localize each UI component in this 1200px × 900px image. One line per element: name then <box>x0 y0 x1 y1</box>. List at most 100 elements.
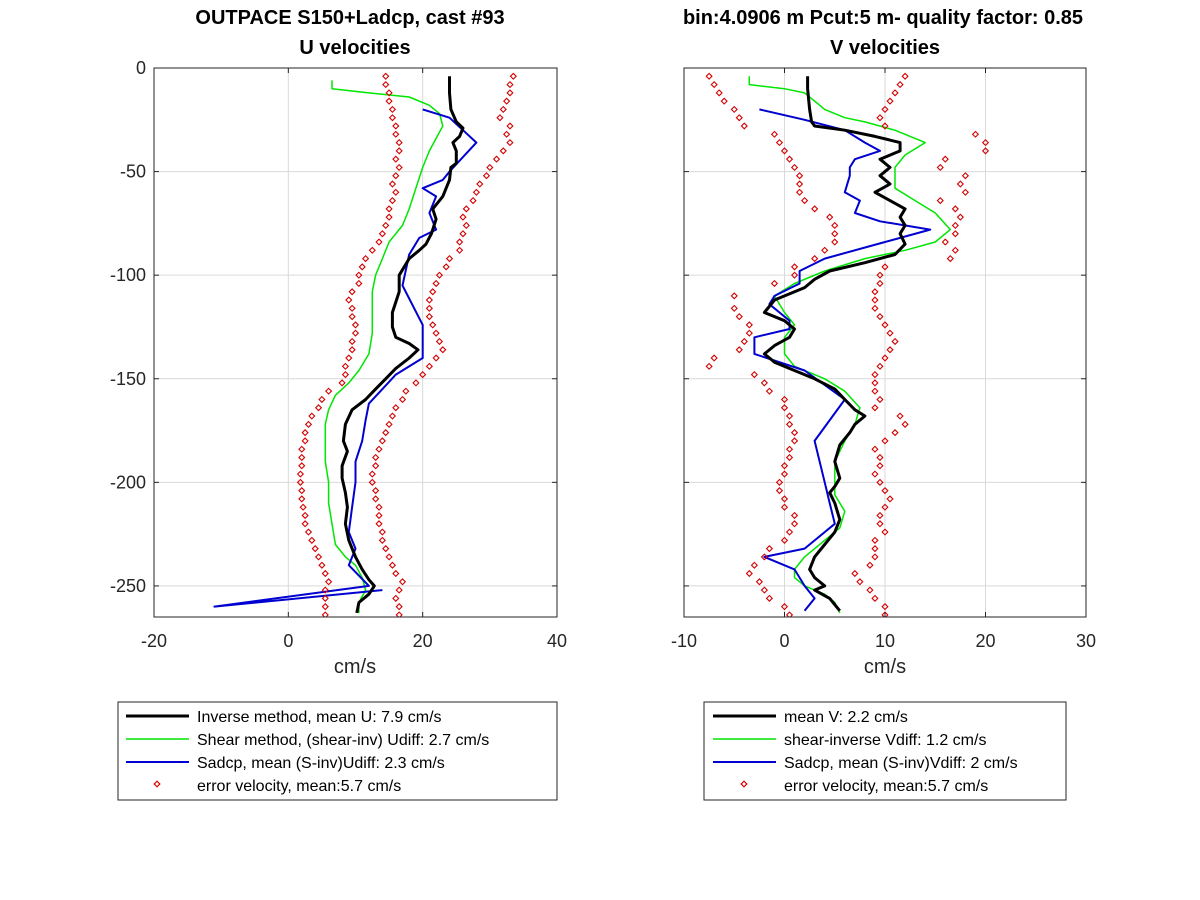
v-error-velocity-marker <box>901 420 909 428</box>
u-error-velocity-marker <box>385 89 393 97</box>
v-error-velocity-marker <box>871 304 879 312</box>
v-error-velocity-marker <box>780 495 789 503</box>
u-error-velocity-marker <box>375 445 383 453</box>
u-error-velocity-marker <box>301 437 309 445</box>
u-error-velocity-marker <box>355 271 363 279</box>
v-error-velocity-marker <box>790 511 799 520</box>
v-chart-title: bin:4.0906 m Pcut:5 m- quality factor: 0… <box>683 7 1083 29</box>
u-error-velocity-marker <box>462 205 470 213</box>
v-error-velocity-marker <box>891 429 899 437</box>
v-series-shear-line <box>748 76 952 614</box>
v-error-velocity-marker <box>891 89 899 97</box>
u-legend-label-shear: Shear method, (shear-inv) Udiff: 2.7 cm/… <box>197 732 489 749</box>
v-error-velocity-marker <box>871 379 879 387</box>
v-error-velocity-marker <box>795 188 804 196</box>
u-x-tick-label: 20 <box>413 631 433 651</box>
v-error-velocity-marker <box>956 180 964 188</box>
v-error-velocity-marker <box>876 478 884 486</box>
u-error-velocity-marker <box>482 172 491 180</box>
v-legend-label-error: error velocity, mean:5.7 cm/s <box>784 778 988 795</box>
v-error-velocity-marker <box>881 263 889 271</box>
v-error-velocity-marker <box>876 395 884 404</box>
u-series-shear-line <box>324 80 444 613</box>
v-error-velocity-marker <box>896 80 904 89</box>
v-error-velocity-marker <box>871 536 879 544</box>
u-error-velocity-marker <box>375 511 383 520</box>
v-error-velocity-marker <box>881 603 889 611</box>
u-error-velocity-marker <box>382 221 390 230</box>
u-x-tick-label: 40 <box>547 631 567 651</box>
v-legend-swatch-error <box>740 780 748 788</box>
u-error-velocity-marker <box>496 114 504 122</box>
u-error-velocity-marker <box>301 511 309 520</box>
v-error-velocity-marker <box>735 312 743 321</box>
v-error-velocity-marker <box>886 495 894 503</box>
u-error-velocity-marker <box>425 362 433 370</box>
v-error-velocity-marker <box>866 561 874 569</box>
u-error-velocity-marker <box>355 279 363 288</box>
u-error-velocity-marker <box>368 478 376 486</box>
v-series-inverse-line <box>762 76 907 612</box>
v-legend-label-sadcp: Sadcp, mean (S-inv)Vdiff: 2 cm/s <box>784 755 1018 772</box>
v-error-velocity-marker <box>785 611 794 617</box>
u-velocity-panel: OUTPACE S150+Ladcp, cast #93 U velocitie… <box>110 7 567 801</box>
u-error-velocity-marker <box>321 569 329 578</box>
u-error-velocity-marker <box>378 528 386 536</box>
v-error-velocity-marker <box>710 354 718 362</box>
v-error-velocity-marker <box>871 288 879 296</box>
u-error-velocity-marker <box>385 213 393 221</box>
u-error-velocity-marker <box>392 130 400 138</box>
u-error-velocity-marker <box>439 346 447 354</box>
v-error-velocity-marker <box>785 528 794 536</box>
v-error-velocity-marker <box>780 603 789 611</box>
v-error-velocity-marker <box>780 147 789 155</box>
v-error-velocity-marker <box>871 445 879 453</box>
u-error-velocity-marker <box>368 246 376 254</box>
u-error-velocity-marker <box>486 163 494 172</box>
u-error-velocity-marker <box>425 304 433 312</box>
u-error-velocity-marker <box>372 495 380 503</box>
v-error-velocity-marker <box>780 395 789 404</box>
v-error-velocity-marker <box>876 271 884 279</box>
v-error-velocity-marker <box>745 329 753 337</box>
v-error-velocity-marker <box>871 371 879 379</box>
v-error-velocity-marker <box>876 511 884 520</box>
u-error-velocity-marker <box>372 462 380 470</box>
v-legend-box <box>703 701 1067 801</box>
v-error-velocity-marker <box>951 221 959 230</box>
u-error-velocity-marker <box>321 594 329 602</box>
v-error-velocity-marker <box>780 536 789 544</box>
v-error-velocity-marker <box>735 346 743 354</box>
u-plot-frame <box>153 67 558 618</box>
u-error-velocity-marker <box>442 263 450 271</box>
u-error-velocity-marker <box>385 97 393 105</box>
v-error-velocity-marker <box>790 429 799 437</box>
u-error-velocity-marker <box>298 445 306 453</box>
v-x-tick-label: 20 <box>975 631 995 651</box>
u-error-velocity-marker <box>325 387 333 395</box>
v-error-velocity-marker <box>765 387 774 395</box>
u-error-velocity-marker <box>314 553 323 561</box>
u-y-tick-label: -200 <box>110 472 146 492</box>
v-error-velocity-marker <box>785 412 794 420</box>
u-error-velocity-marker <box>348 304 356 312</box>
u-error-velocity-marker <box>392 404 400 412</box>
v-error-velocity-marker <box>760 553 769 561</box>
v-error-velocity-marker <box>765 594 774 602</box>
u-error-velocity-marker <box>432 354 440 362</box>
v-error-velocity-marker <box>881 437 889 445</box>
u-error-velocity-marker <box>388 105 397 114</box>
u-y-tick-label: -100 <box>110 265 146 285</box>
v-error-velocity-marker <box>941 238 949 246</box>
v-error-velocity-marker <box>956 213 964 221</box>
u-error-velocity-marker <box>361 254 370 263</box>
u-error-velocity-marker <box>469 196 477 205</box>
u-error-velocity-marker <box>499 147 507 155</box>
v-error-velocity-marker <box>760 379 769 387</box>
v-error-velocity-marker <box>876 462 884 470</box>
v-error-velocity-marker <box>881 105 889 114</box>
u-error-velocity-marker <box>382 72 390 80</box>
v-error-velocity-marker <box>831 230 839 238</box>
u-error-velocity-marker <box>385 553 393 561</box>
